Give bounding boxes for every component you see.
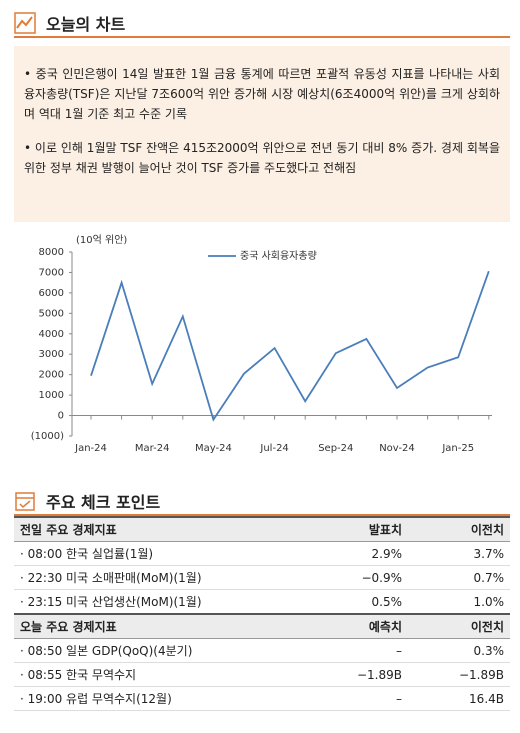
y-tick-label: 4000 xyxy=(39,329,64,340)
section-header: 주요 체크 포인트 xyxy=(14,486,510,516)
chart: (10억 위안) (1000) 0 1000 2000 3000 4000 5000 6000… xyxy=(31,233,492,454)
summary-box: • 중국 인민은행이 14일 발표한 1월 금융 통계에 따르면 포괄적 유동성… xyxy=(14,46,510,222)
header-title: 오늘의 차트 xyxy=(46,15,126,34)
row: · 22:30 미국 소매판매(MoM)(1월) −0.9% 0.7% xyxy=(14,565,510,590)
header-cell: 발표치 xyxy=(306,516,408,542)
y-tick-label: 0 xyxy=(58,411,64,422)
x-tick-label: Jan-24 xyxy=(74,443,107,454)
row: · 08:55 한국 무역수지 −1.89B −1.89B xyxy=(14,662,510,687)
section-title: 주요 체크 포인트 xyxy=(46,493,161,512)
bullet: • 중국 인민은행이 14일 발표한 1월 금융 통계에 따르면 포괄적 유동성… xyxy=(24,67,500,121)
cell: · 08:00 한국 실업률(1월) xyxy=(14,541,306,566)
cell: – xyxy=(306,638,408,663)
header-row: 오늘 주요 경제지표 예측치 이전치 xyxy=(14,613,510,639)
calendar-icon xyxy=(15,492,35,511)
cell: 0.7% xyxy=(408,565,510,590)
y-tick-label: (1000) xyxy=(31,431,64,442)
cell: 3.7% xyxy=(408,541,510,566)
cell: 16.4B xyxy=(408,686,510,711)
chart-icon xyxy=(14,12,36,34)
cell: · 23:15 미국 산업생산(MoM)(1월) xyxy=(14,589,306,615)
x-tick-label: Jan-25 xyxy=(441,443,474,454)
y-axis-label: (10억 위안) xyxy=(76,233,127,246)
header-rule xyxy=(14,36,510,38)
y-tick-label: 8000 xyxy=(39,247,64,258)
y-tick-label: 7000 xyxy=(39,267,64,278)
y-tick-label: 6000 xyxy=(39,288,64,299)
x-tick-label: Nov-24 xyxy=(379,443,415,454)
header-cell: 전일 주요 경제지표 xyxy=(14,516,306,542)
cell: · 22:30 미국 소매판매(MoM)(1월) xyxy=(14,565,306,590)
y-tick-label: 3000 xyxy=(39,349,64,360)
header: 오늘의 차트 xyxy=(14,8,510,38)
x-tick-label: Mar-24 xyxy=(135,443,170,454)
y-tick-label: 5000 xyxy=(39,308,64,319)
indicator-table: 전일 주요 경제지표 발표치 이전치 · 08:00 한국 실업률(1월) 2.9% 3.… xyxy=(14,516,510,711)
header-cell: 이전치 xyxy=(408,516,510,542)
row: · 08:50 일본 GDP(QoQ)(4분기) –0.3% xyxy=(14,638,510,663)
header-row: 전일 주요 경제지표 발표치 이전치 xyxy=(14,516,510,542)
row: · 19:00 유럽 무역수지(12월) –16.4B xyxy=(14,686,510,711)
bullet: • 이로 인해 1월말 TSF 잔액은 415조2000억 위안으로 전년 동기… xyxy=(24,141,500,175)
row: · 08:00 한국 실업률(1월) 2.9% 3.7% xyxy=(14,541,510,566)
row: · 23:15 미국 산업생산(MoM)(1월) 0.5% 1.0% xyxy=(14,589,510,615)
cell: · 08:50 일본 GDP(QoQ)(4분기) xyxy=(14,638,306,663)
section-rule xyxy=(14,514,510,516)
cell: 0.3% xyxy=(408,638,510,663)
x-tick-label: Jul-24 xyxy=(259,443,288,454)
header-cell: 예측치 xyxy=(306,613,408,639)
cell: – xyxy=(306,686,408,711)
cell: −1.89B xyxy=(306,662,408,687)
x-tick-label: May-24 xyxy=(195,443,232,454)
cell: 2.9% xyxy=(306,541,408,566)
cell: · 08:55 한국 무역수지 xyxy=(14,662,306,687)
cell: −1.89B xyxy=(408,662,510,687)
header-cell: 오늘 주요 경제지표 xyxy=(14,613,306,639)
cell: 1.0% xyxy=(408,589,510,615)
cell: −0.9% xyxy=(306,565,408,590)
y-tick-label: 1000 xyxy=(39,390,64,401)
series-line xyxy=(90,270,490,422)
header-cell: 이전치 xyxy=(408,613,510,639)
x-tick-label: Sep-24 xyxy=(318,443,353,454)
legend-label: 중국 사회융자총량 xyxy=(240,250,317,262)
cell: · 19:00 유럽 무역수지(12월) xyxy=(14,686,306,711)
y-tick-label: 2000 xyxy=(39,370,64,381)
cell: 0.5% xyxy=(306,589,408,615)
